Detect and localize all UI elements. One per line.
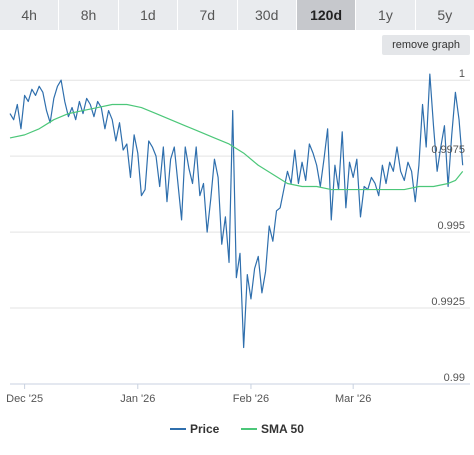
series <box>9 73 464 349</box>
legend-label: SMA 50 <box>261 422 304 436</box>
legend: Price SMA 50 <box>170 422 304 436</box>
tab-1d[interactable]: 1d <box>118 0 179 30</box>
tab-8h[interactable]: 8h <box>59 0 119 30</box>
legend-label: Price <box>190 422 220 436</box>
tab-120d[interactable]: 120d <box>296 0 357 30</box>
y-tick-label: 0.995 <box>437 220 465 232</box>
tab-30d[interactable]: 30d <box>237 0 297 30</box>
legend-sma-50[interactable]: SMA 50 <box>241 422 304 436</box>
x-tick-label: Jan '26 <box>120 393 155 405</box>
y-tick-label: 1 <box>459 68 465 80</box>
y-tick-label: 0.9975 <box>431 144 465 156</box>
tab-1y[interactable]: 1y <box>356 0 416 30</box>
sma-50-line <box>9 103 464 191</box>
price-line <box>9 73 464 349</box>
y-tick-label: 0.99 <box>444 372 465 384</box>
grid <box>10 79 470 385</box>
tab-5y[interactable]: 5y <box>415 0 474 30</box>
range-tabs: 4h 8h 1d 7d 30d 120d 1y 5y <box>0 0 474 30</box>
y-tick-label: 0.9925 <box>431 296 465 308</box>
tab-4h[interactable]: 4h <box>0 0 60 30</box>
tab-7d[interactable]: 7d <box>178 0 238 30</box>
y-axis-labels: 1 0.9975 0.995 0.9925 0.99 <box>431 68 465 384</box>
remove-graph-button[interactable]: remove graph <box>382 35 470 55</box>
x-tick-label: Mar '26 <box>335 393 371 405</box>
x-tick-label: Dec '25 <box>6 393 43 405</box>
x-tick-label: Feb '26 <box>233 393 269 405</box>
x-axis <box>10 383 470 389</box>
legend-price[interactable]: Price <box>170 422 220 436</box>
x-axis-labels: Dec '25 Jan '26 Feb '26 Mar '26 <box>6 393 371 405</box>
